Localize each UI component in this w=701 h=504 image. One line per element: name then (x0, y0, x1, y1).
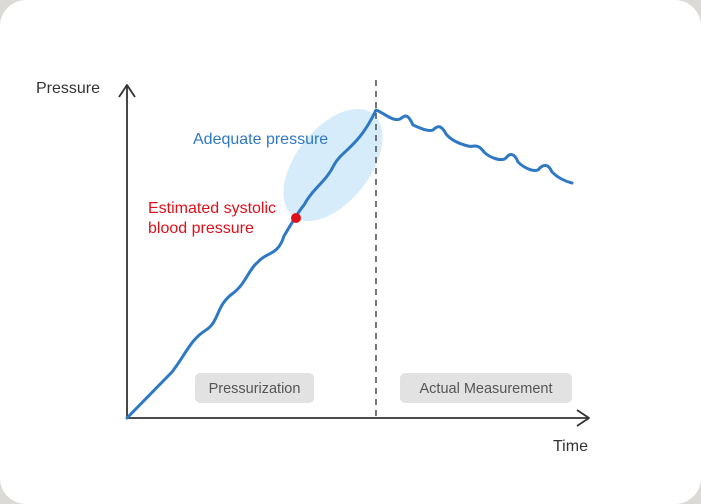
adequate-pressure-label: Adequate pressure (193, 131, 328, 148)
phase-label-pressurization: Pressurization (209, 381, 301, 397)
systolic-marker-dot-icon (291, 213, 301, 223)
phase-badge-actual-measurement (400, 373, 572, 403)
pressure-curve (125, 108, 574, 420)
x-axis-arrow-icon (576, 409, 590, 427)
systolic-label-line-2: blood pressure (148, 220, 254, 237)
y-axis-arrow-icon (118, 84, 136, 98)
phase-badge-pressurization (195, 373, 314, 403)
systolic-label-line-1: Estimated systolic (148, 200, 276, 217)
x-axis-label: Time (553, 438, 588, 455)
phase-label-actual-measurement: Actual Measurement (420, 381, 553, 397)
y-axis-label: Pressure (36, 80, 100, 97)
